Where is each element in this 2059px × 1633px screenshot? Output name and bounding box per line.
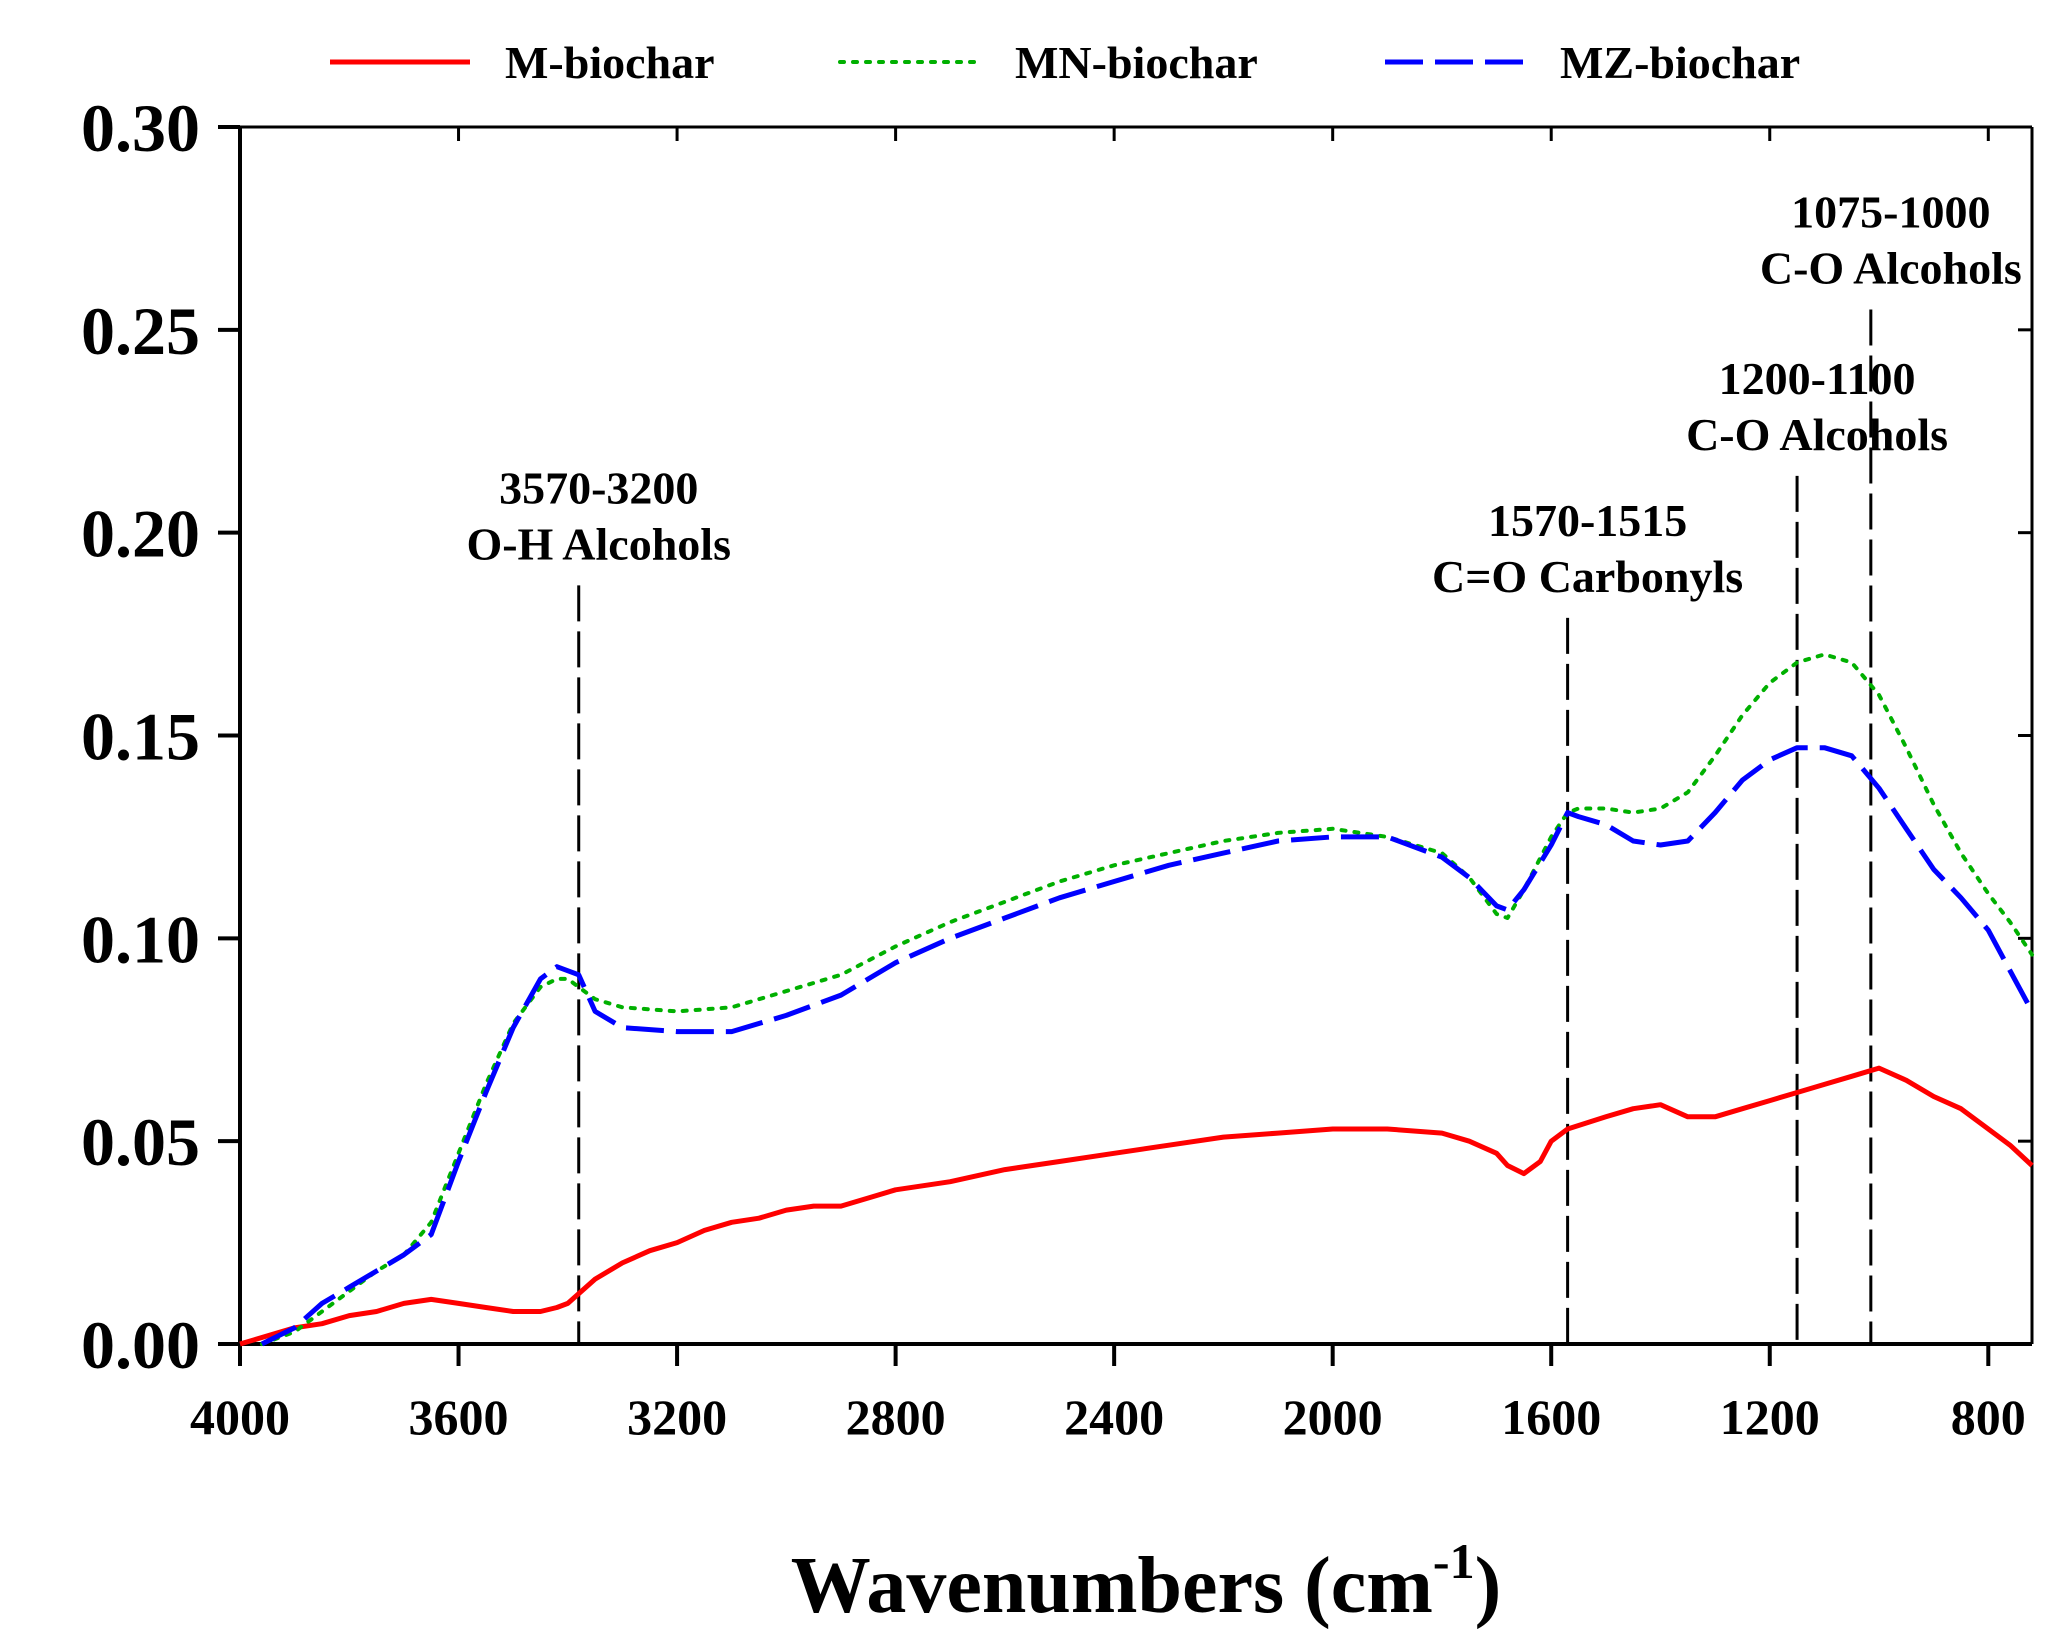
- y-tick-label: 0.15: [81, 699, 200, 775]
- annotation-group-label: C=O Carbonyls: [1432, 551, 1743, 602]
- x-axis-title-superscript: -1: [1433, 1533, 1475, 1589]
- series-line-m-biochar: [239, 1065, 2034, 1347]
- x-tick-label: 2000: [1283, 1389, 1383, 1445]
- plot-area: 0.00 0.05 0.10 0.15 0.20 0.25 0.30 4000 3600 3200…: [81, 37, 2035, 1630]
- legend-label: MZ-biochar: [1560, 37, 1800, 88]
- x-tick-label: 2400: [1064, 1389, 1164, 1445]
- annotation-range-label: 1075-1000: [1791, 187, 1990, 238]
- x-tick-label: 1600: [1501, 1389, 1601, 1445]
- y-tick-label: 0.05: [81, 1104, 200, 1180]
- y-tick-label: 0.25: [81, 293, 200, 369]
- x-tick-label: 2800: [846, 1389, 946, 1445]
- x-axis-title-close: ): [1475, 1542, 1502, 1630]
- y-tick-label: 0.20: [81, 496, 200, 572]
- annotation-group-label: O-H Alcohols: [466, 518, 731, 569]
- x-tick-label: 800: [1951, 1389, 2026, 1445]
- y-tick-label: 0.10: [81, 901, 200, 977]
- series-line-mz-biochar: [260, 745, 2035, 1347]
- y-tick-label: 0.00: [81, 1307, 200, 1383]
- annotation-range-label: 1570-1515: [1488, 495, 1687, 546]
- annotation-range-label: 3570-3200: [499, 462, 698, 513]
- x-tick-label: 3600: [409, 1389, 509, 1445]
- x-tick-label: 1200: [1720, 1389, 1820, 1445]
- x-tick-label: 3200: [627, 1389, 727, 1445]
- x-axis-title-main: Wavenumbers (cm: [791, 1542, 1433, 1630]
- x-axis-title: Wavenumbers (cm-1): [791, 1533, 1501, 1630]
- annotation-range-label: 1200-1100: [1719, 353, 1916, 404]
- x-tick-label: 4000: [190, 1389, 290, 1445]
- legend-label: M-biochar: [505, 37, 715, 88]
- legend-label: MN-biochar: [1015, 37, 1258, 88]
- y-tick-label: 0.30: [81, 90, 200, 166]
- annotation-group-label: C-O Alcohols: [1686, 409, 1948, 460]
- annotation-group-label: C-O Alcohols: [1760, 243, 2022, 294]
